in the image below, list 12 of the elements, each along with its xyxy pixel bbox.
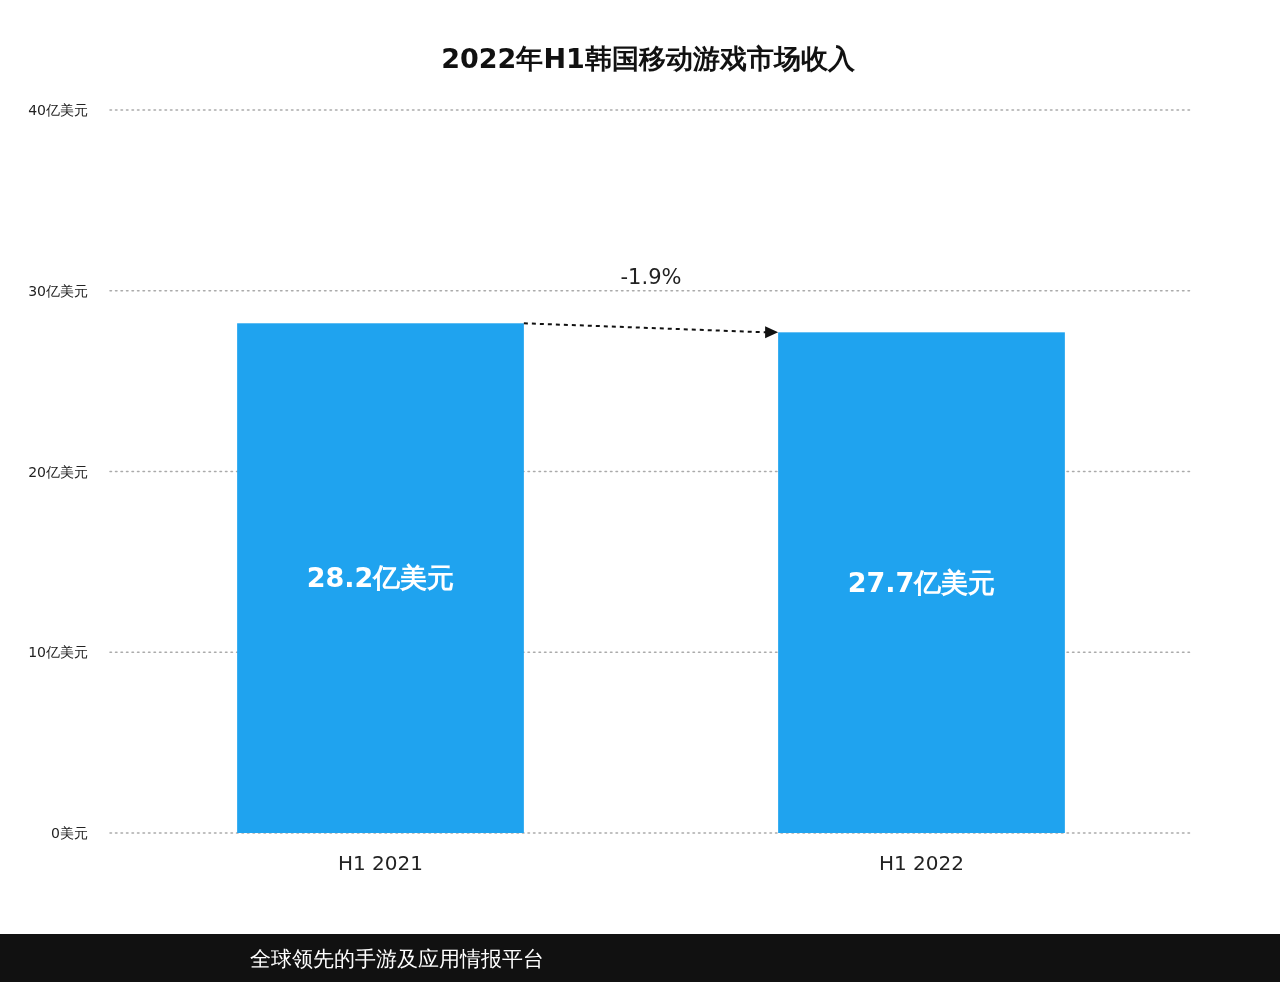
y-tick-label: 40亿美元 [28,102,88,118]
data-label: 28.2亿美元 [306,562,455,594]
chart-title: 2022年H1韩国移动游戏市场收入 [441,43,856,74]
x-tick-label: H1 2022 [878,851,965,875]
y-tick-label: 30亿美元 [28,282,88,299]
x-tick-label: H1 2021 [337,851,424,875]
data-label: 27.7亿美元 [847,566,996,598]
y-tick-label: 20亿美元 [28,463,88,480]
y-tick-label: 0美元 [51,825,88,841]
y-tick-label: 10亿美元 [28,644,88,661]
annotation: -1.9% [620,264,682,289]
text: 全球领先的手游及应用情报平台 [250,947,544,971]
